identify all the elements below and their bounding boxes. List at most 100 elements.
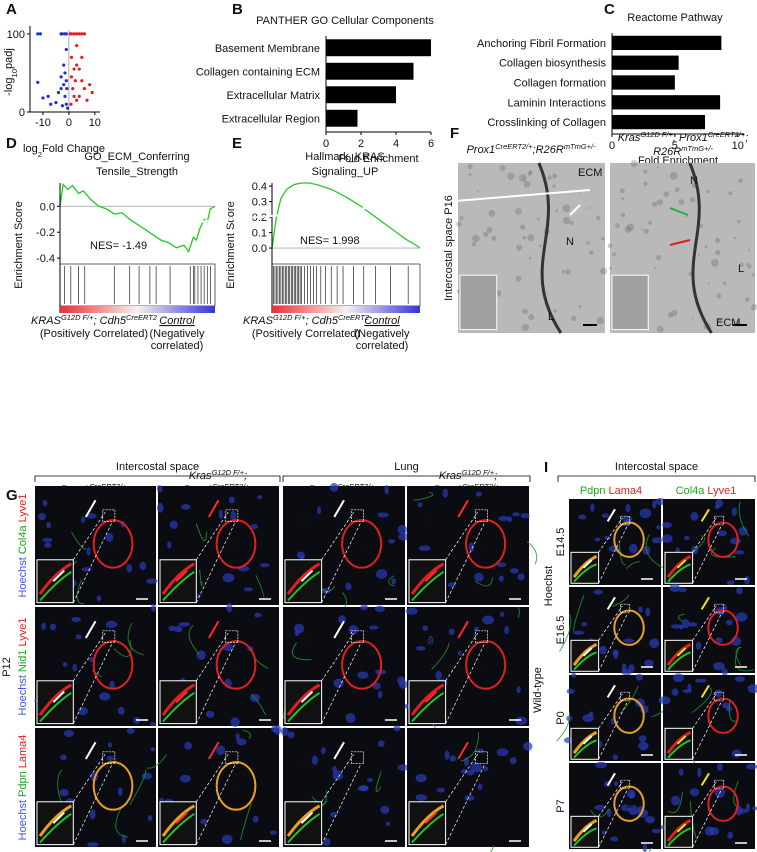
genotype-superscript: G12D F/+ — [640, 130, 673, 139]
texture — [630, 159, 638, 168]
nucleus — [512, 512, 520, 517]
fiber — [572, 595, 585, 632]
point — [75, 63, 79, 67]
nucleus — [372, 682, 381, 690]
fiber — [611, 594, 630, 607]
rank-gradient — [272, 306, 420, 313]
nucleus — [594, 804, 606, 811]
category-label: Basement Membrane — [215, 43, 320, 55]
nucleus — [734, 676, 745, 682]
inset-guide — [598, 517, 623, 553]
nucleus — [397, 524, 408, 535]
fiber — [517, 606, 520, 619]
vessel — [92, 519, 134, 569]
texture — [619, 188, 625, 194]
nucleus — [694, 678, 707, 683]
region-label: B — [301, 515, 308, 527]
point — [60, 104, 65, 108]
nucleus — [735, 612, 748, 622]
nucleus — [697, 767, 702, 778]
legend-note: correlated) — [356, 340, 409, 352]
nucleus — [415, 646, 426, 651]
genotype-text: ; — [494, 470, 497, 482]
nucleus — [482, 615, 494, 625]
nucleus — [397, 764, 409, 771]
arrow — [676, 559, 687, 569]
stain-name: Lyve1 — [17, 493, 29, 522]
arrow — [582, 647, 593, 657]
nucleus — [330, 811, 338, 818]
nucleus — [196, 650, 206, 660]
region-label: L — [720, 535, 726, 547]
texture — [716, 317, 722, 323]
inset-guide — [598, 788, 629, 848]
zoom-box — [620, 515, 631, 526]
region-label: L — [110, 539, 116, 551]
arrow — [424, 569, 438, 582]
point — [72, 67, 76, 71]
region-label: L — [738, 263, 744, 275]
category-label: Crosslinking of Collagen — [487, 117, 606, 129]
nucleus — [690, 512, 699, 521]
arrow — [159, 189, 591, 226]
point — [72, 94, 76, 98]
texture — [716, 293, 722, 299]
inset-guide — [445, 632, 479, 681]
x-tick-label: 10 — [732, 140, 744, 152]
nucleus — [652, 500, 657, 509]
arrow — [300, 569, 314, 582]
texture — [671, 309, 678, 317]
nucleus — [417, 502, 423, 508]
inset-vessel — [287, 691, 321, 723]
region-label: ECM — [578, 167, 602, 179]
point — [63, 94, 67, 98]
inset-vessel — [572, 554, 598, 578]
zoom-box — [102, 751, 116, 765]
zoom-box — [714, 691, 725, 702]
nucleus — [483, 766, 489, 772]
texture — [624, 225, 632, 233]
arrow — [700, 596, 710, 610]
nucleus — [139, 561, 147, 571]
nucleus — [105, 532, 114, 542]
category-label: Extracellular Matrix — [226, 90, 320, 102]
texture — [656, 325, 664, 333]
texture — [547, 175, 552, 180]
texture — [515, 244, 523, 251]
texture — [620, 212, 626, 218]
point — [69, 102, 73, 106]
region-label: L — [359, 539, 365, 551]
nucleus — [377, 740, 385, 748]
point — [69, 55, 74, 59]
fiber — [129, 769, 147, 805]
axis-label-text: Fold Change — [42, 143, 105, 155]
point — [46, 94, 50, 98]
category-label: Collagen biosynthesis — [499, 58, 607, 70]
arrow — [669, 239, 691, 246]
texture — [748, 249, 751, 252]
inset-vessel — [286, 804, 321, 837]
inset-vessel — [38, 804, 73, 837]
vessel — [92, 761, 134, 811]
nucleus — [517, 573, 525, 581]
texture — [467, 163, 473, 170]
nucleus — [593, 589, 603, 595]
nucleus — [496, 748, 509, 757]
nucleus — [662, 534, 673, 544]
arrow — [457, 499, 469, 518]
nucleus — [623, 638, 635, 643]
vessel — [215, 761, 257, 811]
nucleus — [151, 603, 156, 612]
fiber — [526, 541, 538, 565]
membrane — [688, 162, 713, 334]
zoom-box — [225, 751, 239, 765]
inset — [611, 274, 649, 331]
inset-guide — [445, 763, 486, 845]
nucleus — [515, 716, 528, 726]
arrow — [424, 690, 438, 703]
texture — [714, 237, 721, 244]
vessel — [465, 640, 507, 690]
texture — [706, 190, 710, 194]
inset-vessel — [572, 730, 598, 754]
inset-vessel — [38, 562, 73, 595]
